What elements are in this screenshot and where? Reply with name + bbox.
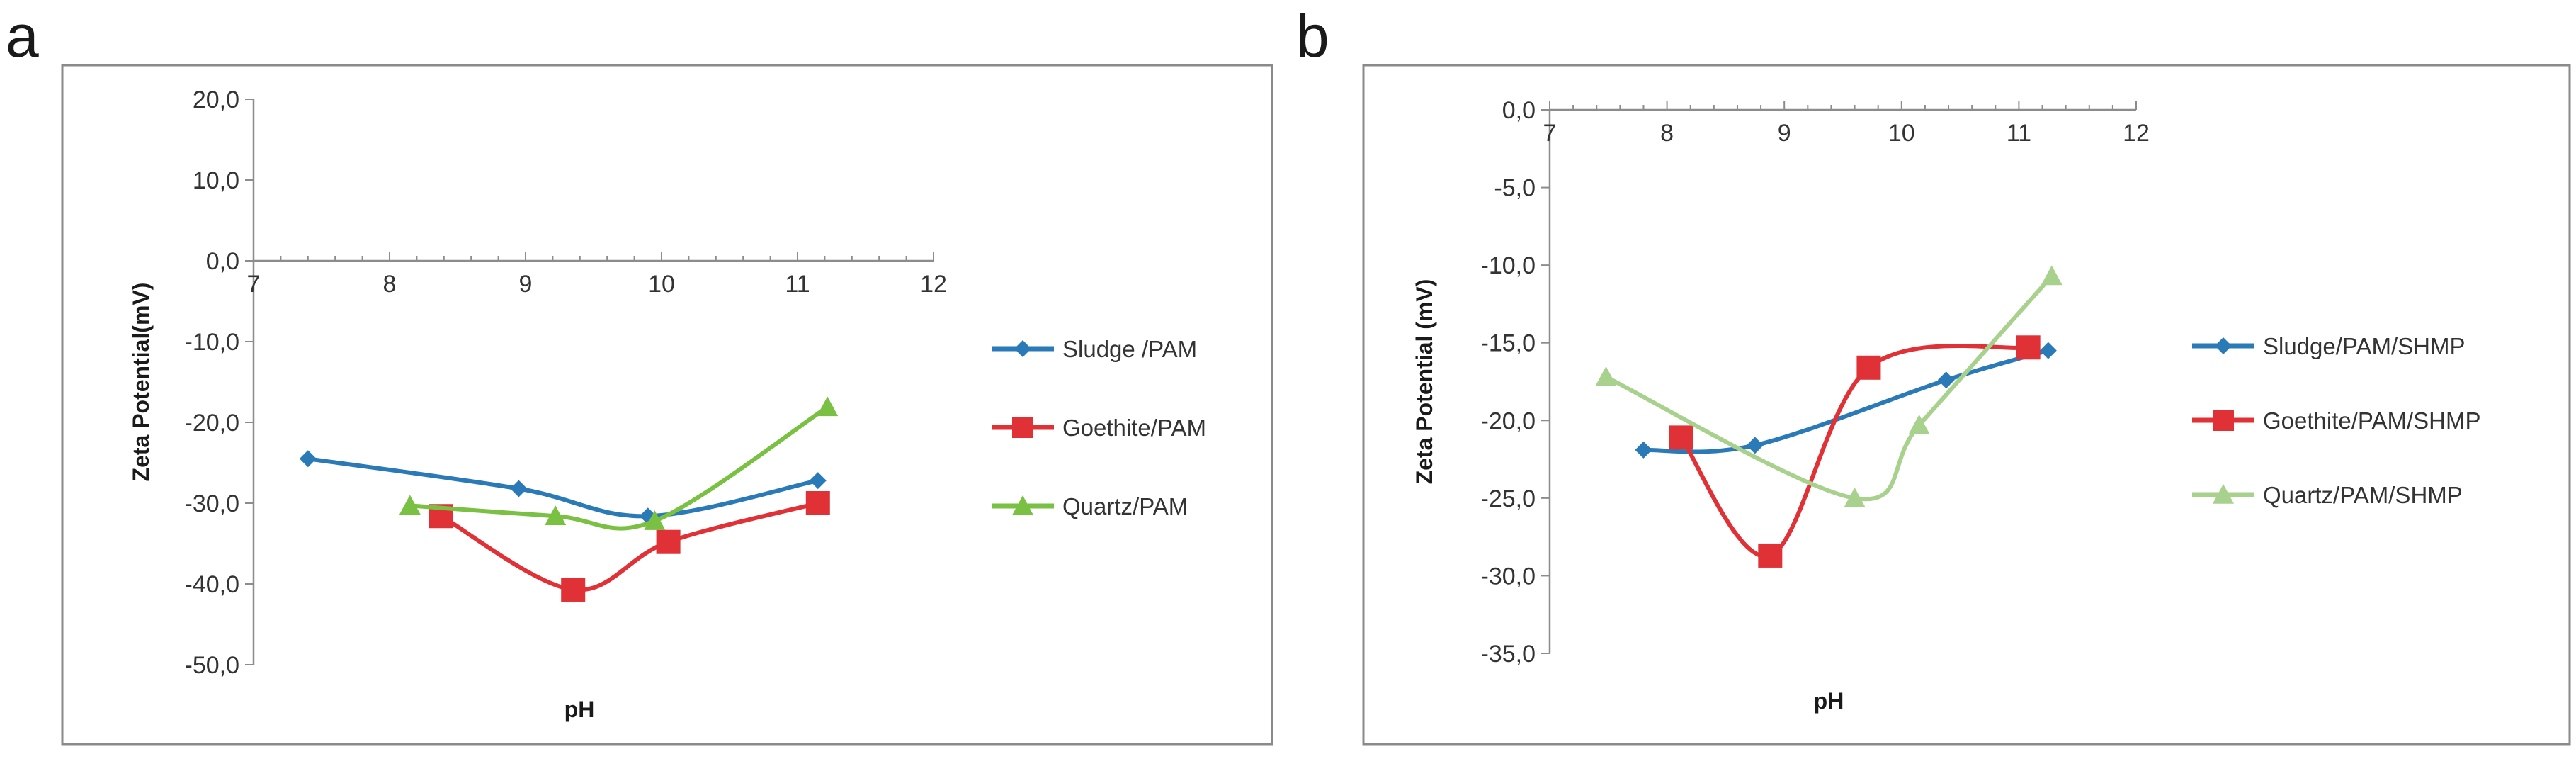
x-axis-title-b: pH [1814, 688, 1844, 714]
legend-label-b-3: Quartz/PAM/SHMP [2263, 482, 2463, 508]
legend-marker-b-3 [2213, 484, 2234, 504]
y-tick-label-a: -20,0 [185, 410, 240, 437]
legend-label-a-3: Quartz/PAM [1062, 493, 1188, 519]
y-tick-label-b: -35,0 [1481, 641, 1536, 668]
chart-frame-a [61, 64, 1273, 746]
data-point-a-2 [656, 529, 681, 554]
data-point-a-3 [644, 510, 666, 530]
data-point-b-1 [1746, 437, 1764, 454]
data-point-a-2 [561, 577, 586, 602]
chart-a: 20,0 10,0 0,0 -10,0 -20,0 -30,0 -40,0 -50,0 7 8 9 1… [128, 86, 1206, 722]
legend-label-b-2: Goethite/PAM/SHMP [2263, 407, 2481, 434]
x-tick-label-b: 11 [2007, 120, 2031, 147]
data-point-b-2 [1669, 425, 1693, 450]
y-tick-label-a: -10,0 [185, 329, 240, 356]
y-axis-title-a: Zeta Potential(mV) [128, 283, 154, 482]
y-tick-label-b: -30,0 [1481, 563, 1536, 590]
data-point-a-3 [545, 505, 567, 525]
legend-label-b-1: Sludge/PAM/SHMP [2263, 333, 2466, 359]
data-point-a-3 [817, 396, 839, 417]
x-tick-label-b: 9 [1778, 120, 1791, 147]
legend-marker-a-1 [1014, 340, 1031, 357]
x-tick-label-b: 8 [1660, 120, 1674, 147]
x-tick-label-b: 12 [2123, 120, 2150, 147]
data-point-b-1 [2039, 342, 2057, 359]
data-point-b-3 [2041, 265, 2062, 286]
x-tick-label-a: 9 [519, 271, 533, 298]
x-tick-label-a: 8 [383, 271, 397, 298]
y-tick-label-b: -15,0 [1481, 330, 1536, 357]
data-point-a-1 [299, 450, 317, 468]
chart-b: 0,0 -5,0 -10,0 -15,0 -20,0 -25,0 -30,0 -35,0 7 8 9… [1412, 97, 2481, 714]
legend-marker-b-1 [2215, 337, 2232, 354]
data-point-b-3 [1908, 414, 1930, 434]
legend-marker-b-2 [2213, 410, 2234, 431]
x-tick-label-b: 10 [1888, 120, 1915, 147]
data-point-b-3 [1844, 487, 1866, 507]
y-tick-label-a: 20,0 [193, 86, 239, 113]
data-point-b-2 [1856, 355, 1881, 380]
data-point-b-2 [1758, 543, 1783, 568]
x-tick-label-a: 12 [920, 271, 947, 298]
y-tick-label-b: -20,0 [1481, 407, 1536, 434]
y-tick-label-a: -40,0 [185, 571, 240, 598]
chart-frame-b [1362, 64, 2571, 746]
y-tick-label-b: 0,0 [1502, 97, 1536, 124]
data-point-a-1 [510, 480, 528, 497]
data-point-a-2 [805, 491, 830, 515]
series-line-b-2 [1679, 343, 2031, 559]
legend-marker-a-2 [1012, 417, 1033, 438]
y-tick-label-b: -5,0 [1494, 175, 1536, 202]
x-tick-label-b: 7 [1543, 120, 1557, 147]
x-axis-title-a: pH [564, 697, 595, 722]
data-point-b-2 [2016, 335, 2041, 360]
x-tick-label-a: 7 [247, 271, 261, 298]
data-point-a-1 [809, 472, 827, 490]
y-tick-label-a: 10,0 [193, 167, 239, 194]
x-tick-label-a: 11 [785, 271, 810, 298]
legend-label-a-2: Goethite/PAM [1062, 415, 1206, 441]
data-point-b-1 [1937, 371, 1955, 389]
panel-label-a: a [6, 3, 39, 69]
y-tick-label-a: -50,0 [185, 652, 240, 679]
x-tick-label-a: 10 [648, 271, 675, 298]
series-line-a-1 [305, 456, 820, 519]
y-tick-label-a: -30,0 [185, 490, 240, 517]
legend-label-a-1: Sludge /PAM [1062, 336, 1197, 362]
y-tick-label-b: -25,0 [1481, 485, 1536, 512]
series-line-a-3 [407, 405, 830, 531]
data-point-b-3 [1595, 366, 1617, 386]
legend-marker-a-3 [1012, 495, 1033, 515]
series-line-a-2 [438, 501, 820, 592]
panel-label-b: b [1296, 3, 1329, 69]
series-line-b-3 [1604, 274, 2054, 502]
series-line-b-1 [1641, 348, 2050, 454]
y-axis-title-b: Zeta Potential (mV) [1412, 279, 1437, 485]
data-point-b-1 [1635, 441, 1652, 459]
data-point-a-3 [399, 495, 421, 515]
y-tick-label-a: 0,0 [206, 248, 239, 275]
y-tick-label-b: -10,0 [1481, 252, 1536, 279]
